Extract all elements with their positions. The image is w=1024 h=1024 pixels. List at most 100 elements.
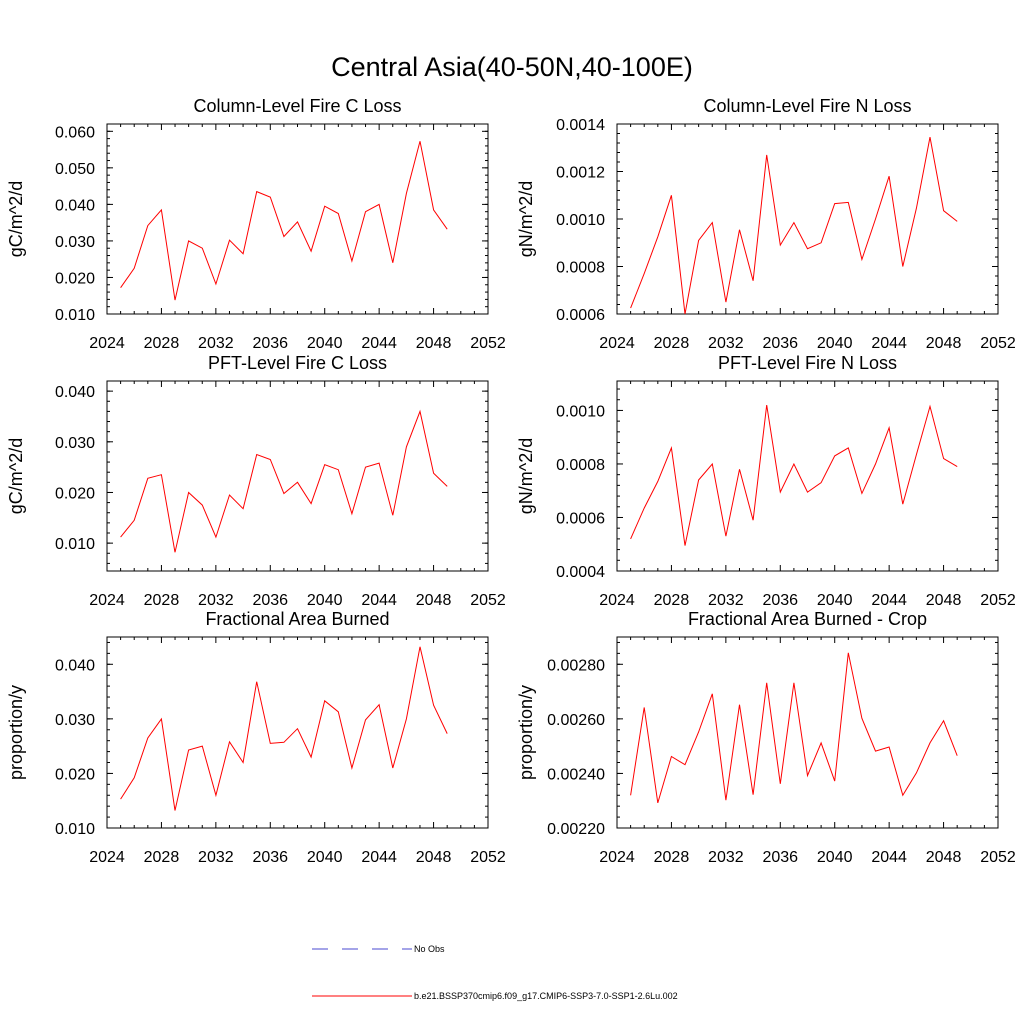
y-tick-label: 0.020	[55, 270, 95, 287]
x-tick-label: 2052	[980, 335, 1016, 352]
x-tick-label: 2044	[361, 849, 397, 866]
series-line	[120, 141, 448, 301]
y-tick-label: 0.010	[55, 536, 95, 553]
x-tick-label: 2048	[926, 335, 962, 352]
y-tick-label: 0.030	[55, 712, 95, 729]
x-tick-label: 2028	[654, 592, 690, 609]
x-tick-label: 2048	[416, 592, 452, 609]
x-tick-label: 2040	[817, 849, 853, 866]
y-tick-label: 0.010	[55, 821, 95, 838]
x-tick-label: 2036	[252, 849, 288, 866]
x-tick-label: 2044	[361, 592, 397, 609]
x-tick-label: 2040	[817, 335, 853, 352]
panel-title: Column-Level Fire N Loss	[703, 96, 911, 116]
legend: No Obs b.e21.BSSP370cmip6.f09_g17.CMIP6-S…	[312, 944, 678, 1001]
x-tick-label: 2036	[252, 335, 288, 352]
panel-title: Fractional Area Burned - Crop	[688, 609, 927, 629]
series-line	[630, 652, 958, 804]
x-tick-label: 2024	[599, 592, 635, 609]
x-tick-label: 2028	[144, 849, 180, 866]
y-tick-label: 0.0012	[556, 165, 605, 182]
x-tick-label: 2040	[307, 335, 343, 352]
chart-panel: PFT-Level Fire N Loss gN/m^2/d 2024 2028 203…	[516, 353, 1016, 609]
x-tick-label: 2028	[144, 592, 180, 609]
chart-panel: Column-Level Fire C Loss gC/m^2/d 2024 2028…	[6, 96, 506, 352]
panel-title: PFT-Level Fire C Loss	[208, 353, 387, 373]
panel-title: PFT-Level Fire N Loss	[718, 353, 897, 373]
y-tick-label: 0.030	[55, 435, 95, 452]
x-tick-label: 2024	[89, 592, 125, 609]
chart-panel: Column-Level Fire N Loss gN/m^2/d 2024 2028…	[516, 96, 1016, 352]
series-line	[120, 646, 448, 811]
x-tick-label: 2052	[470, 849, 506, 866]
y-tick-label: 0.00240	[547, 766, 605, 783]
y-tick-label: 0.0010	[556, 212, 605, 229]
x-tick-label: 2048	[926, 592, 962, 609]
y-tick-label: 0.050	[55, 161, 95, 178]
y-tick-label: 0.0006	[556, 510, 605, 527]
x-tick-label: 2044	[871, 592, 907, 609]
x-tick-label: 2036	[762, 849, 798, 866]
y-tick-label: 0.0010	[556, 403, 605, 420]
y-tick-label: 0.020	[55, 485, 95, 502]
x-tick-label: 2032	[708, 849, 744, 866]
plot-frame	[106, 636, 489, 829]
x-tick-label: 2044	[361, 335, 397, 352]
panel-title: Fractional Area Burned	[205, 609, 389, 629]
y-axis-label: gN/m^2/d	[516, 181, 536, 257]
panels: Column-Level Fire C Loss gC/m^2/d 2024 2028…	[6, 96, 1016, 866]
y-tick-label: 0.040	[55, 657, 95, 674]
plot-frame	[106, 380, 489, 572]
y-axis-label: gC/m^2/d	[6, 181, 26, 257]
y-tick-label: 0.010	[55, 307, 95, 324]
x-tick-label: 2044	[871, 849, 907, 866]
x-tick-label: 2040	[307, 849, 343, 866]
x-tick-label: 2036	[762, 335, 798, 352]
y-tick-label: 0.0004	[556, 564, 605, 581]
y-tick-label: 0.0008	[556, 457, 605, 474]
x-tick-label: 2036	[762, 592, 798, 609]
y-tick-label: 0.040	[55, 197, 95, 214]
x-tick-label: 2024	[599, 335, 635, 352]
x-tick-label: 2028	[144, 335, 180, 352]
y-axis-label: proportion/y	[516, 685, 536, 780]
x-tick-label: 2048	[926, 849, 962, 866]
y-tick-label: 0.0008	[556, 260, 605, 277]
x-tick-label: 2028	[654, 335, 690, 352]
x-tick-label: 2052	[980, 592, 1016, 609]
x-tick-label: 2036	[252, 592, 288, 609]
x-tick-label: 2052	[980, 849, 1016, 866]
series-line	[630, 137, 958, 315]
chart-panel: PFT-Level Fire C Loss gC/m^2/d 2024 2028 203…	[6, 353, 506, 609]
y-tick-label: 0.00260	[547, 712, 605, 729]
x-tick-label: 2024	[89, 849, 125, 866]
x-tick-label: 2032	[198, 849, 234, 866]
y-tick-label: 0.0014	[556, 117, 605, 134]
x-tick-label: 2024	[89, 335, 125, 352]
series-line	[120, 409, 448, 553]
y-tick-label: 0.040	[55, 384, 95, 401]
legend-label: No Obs	[414, 944, 445, 954]
chart-panel: Fractional Area Burned - Crop proportion/…	[516, 609, 1016, 866]
y-tick-label: 0.060	[55, 124, 95, 141]
x-tick-label: 2052	[470, 335, 506, 352]
chart-panel: Fractional Area Burned proportion/y 2024 20…	[6, 609, 506, 866]
y-tick-label: 0.030	[55, 234, 95, 251]
x-tick-label: 2040	[307, 592, 343, 609]
y-tick-label: 0.00280	[547, 657, 605, 674]
x-tick-label: 2052	[470, 592, 506, 609]
y-axis-label: proportion/y	[6, 685, 26, 780]
x-tick-label: 2032	[198, 592, 234, 609]
y-axis-label: gN/m^2/d	[516, 438, 536, 514]
x-tick-label: 2032	[198, 335, 234, 352]
legend-label: b.e21.BSSP370cmip6.f09_g17.CMIP6-SSP3-7.…	[414, 991, 678, 1001]
x-tick-label: 2032	[708, 592, 744, 609]
figure-title: Central Asia(40-50N,40-100E)	[331, 52, 693, 82]
series-line	[630, 404, 958, 546]
y-tick-label: 0.0006	[556, 307, 605, 324]
y-tick-label: 0.00220	[547, 821, 605, 838]
panel-title: Column-Level Fire C Loss	[193, 96, 401, 116]
x-tick-label: 2024	[599, 849, 635, 866]
y-tick-label: 0.020	[55, 766, 95, 783]
